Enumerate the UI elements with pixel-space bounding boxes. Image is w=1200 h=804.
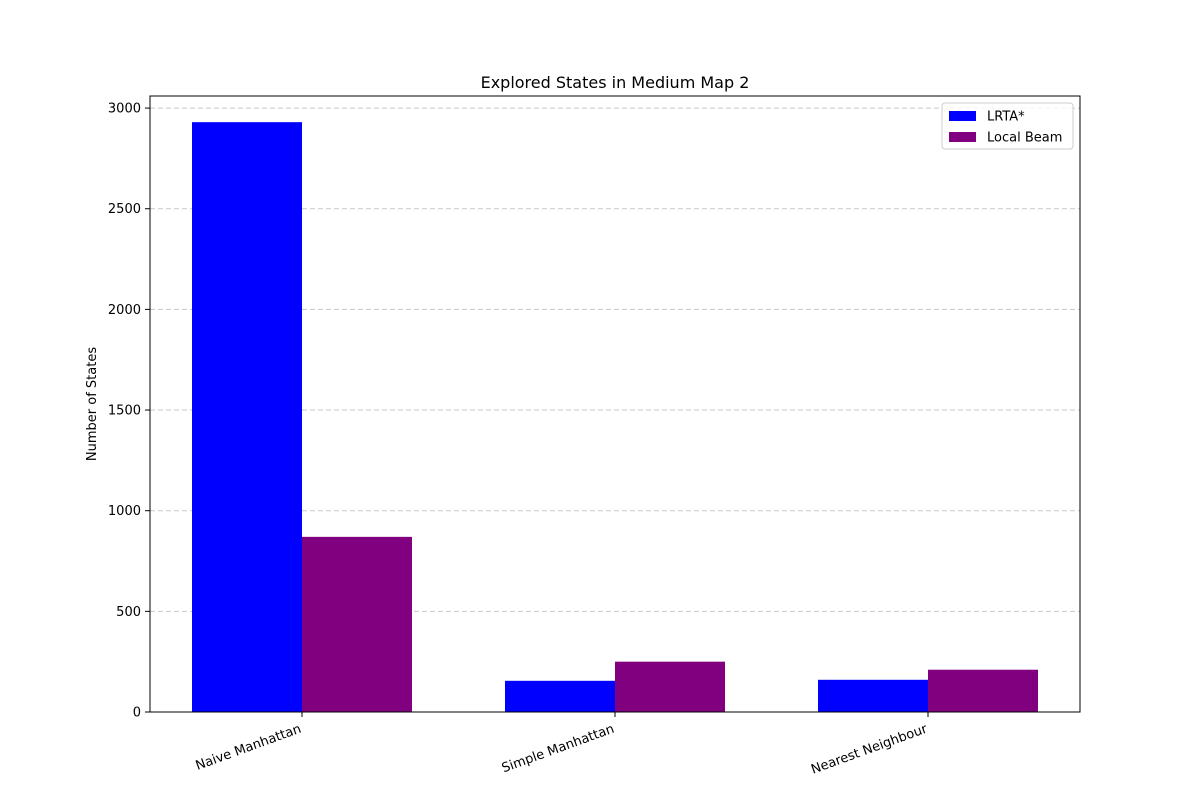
bar-lrta-1 [505,681,615,712]
legend-label-lrta: LRTA* [987,110,1025,125]
chart-title: Explored States in Medium Map 2 [481,73,750,92]
bar-lrta-0 [192,122,302,712]
y-tick-label-1: 500 [116,605,141,620]
legend-swatch-lrta [949,111,976,121]
x-tick-label-2: Nearest Neighbour [809,721,930,777]
legend-swatch-local-beam [949,132,976,142]
bars [192,122,1038,712]
y-tick-label-2: 1000 [108,504,141,519]
bar-lrta-2 [818,680,928,712]
y-tick-label-0: 0 [133,706,141,721]
y-tick-label-5: 2500 [108,202,141,217]
y-tick-label-6: 3000 [108,102,141,117]
bar-local-beam-1 [615,662,725,712]
y-tick-label-3: 1500 [108,404,141,419]
bar-local-beam-2 [928,670,1038,712]
bar-local-beam-0 [302,537,412,712]
x-tick-label-0: Naive Manhattan [194,722,304,774]
legend-label-local-beam: Local Beam [987,131,1062,146]
y-tick-label-4: 2000 [108,303,141,318]
y-axis-label: Number of States [85,347,100,461]
legend: LRTA* Local Beam [942,103,1073,149]
x-tick-label-1: Simple Manhattan [500,722,617,777]
